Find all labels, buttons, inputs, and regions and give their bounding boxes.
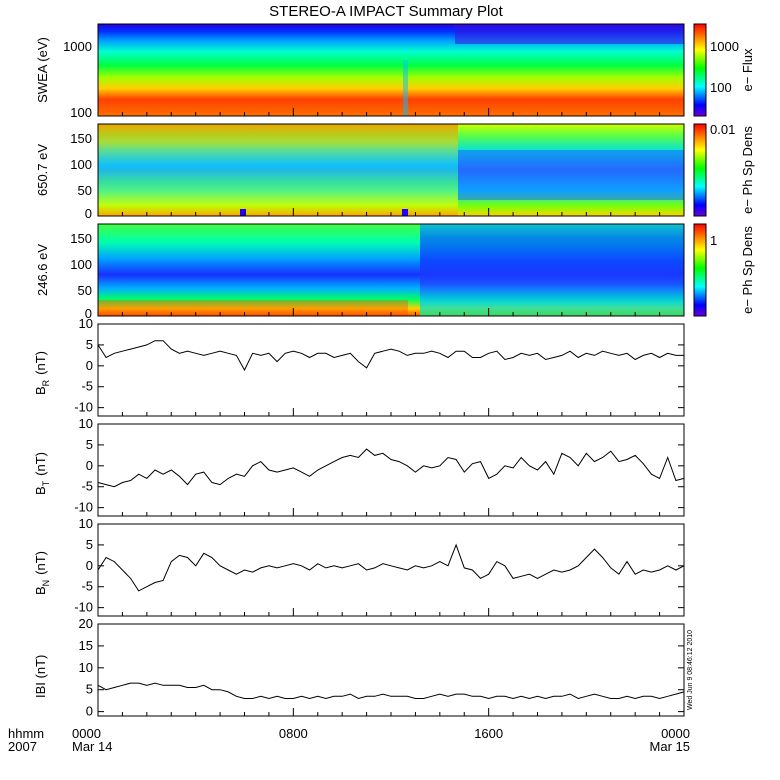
- xtick-label: Mar 14: [72, 739, 112, 754]
- creation-stamp: Wed Jun 9 08:46:12 2010: [687, 630, 694, 710]
- pad246-ytick-100: 100: [70, 257, 92, 272]
- bn-ylabel-unit: (nT): [33, 551, 48, 575]
- bt-ylabel-main: B: [33, 486, 48, 495]
- cbar-swea-tick-1000: 1000: [710, 39, 739, 54]
- pad246-right-region: [420, 224, 684, 316]
- pad650-yticks: 150 100 50 0: [70, 131, 92, 221]
- bt-ytick-label: 5: [86, 437, 93, 452]
- xtick-label: 0800: [279, 726, 308, 741]
- br-series-line: [97, 340, 684, 372]
- pad650-ylabel: 650.7 eV: [35, 144, 50, 196]
- pad246-yticks: 150 100 50 0: [70, 231, 92, 321]
- br-ylabel-sub: R: [41, 379, 51, 386]
- xaxis-corner-label-1: hhmm: [8, 726, 44, 741]
- colorbar-pad246: [693, 223, 707, 317]
- bn-ytick-label: -5: [81, 579, 93, 594]
- pad246-ylabel: 246.6 eV: [35, 244, 50, 296]
- panel-pad-650: [98, 124, 684, 216]
- panel-swea: [98, 24, 684, 116]
- pad650-gap-2: [402, 209, 408, 216]
- xtick-label: 0000: [661, 726, 690, 741]
- bn-ylabel-main: B: [33, 586, 48, 595]
- bn-ytick-label: 0: [86, 558, 93, 573]
- pad246-ytick-50: 50: [78, 283, 92, 298]
- pad650-ytick-150: 150: [70, 131, 92, 146]
- br-ytick-label: -10: [74, 400, 93, 415]
- swea-highE-dim: [455, 24, 684, 44]
- br-ylabel-unit: (nT): [33, 351, 48, 375]
- br-frame: [97, 323, 685, 417]
- swea-dropout: [403, 60, 408, 116]
- br-panel: 10 5 0 -5 -10: [74, 316, 685, 417]
- bt-ytick-label: 10: [79, 416, 93, 431]
- bt-ylabel-sub: T: [41, 480, 51, 486]
- br-ytick-label: 0: [86, 358, 93, 373]
- br-ylabel: BR (nT): [33, 351, 51, 395]
- pad650-right-region: [458, 150, 684, 200]
- bt-ytick-label: 0: [86, 458, 93, 473]
- bn-ytick-label: 5: [86, 537, 93, 552]
- panel-pad-246: [98, 224, 684, 316]
- br-ylabel-main: B: [33, 386, 48, 395]
- xtick-label: Mar 15: [650, 739, 690, 754]
- pad650-ytick-0: 0: [85, 206, 92, 221]
- bn-panel: 10 5 0 -5 -10: [74, 516, 685, 617]
- cbar-swea-label: e− Flux: [740, 48, 755, 91]
- colorbar-pad650: [693, 123, 707, 217]
- cbar-pad650-tick: 0.01: [710, 122, 735, 137]
- pad650-left-region: [98, 124, 458, 216]
- cbar-pad246-tick: 1: [710, 233, 717, 248]
- cbar-pad650-label: e− Ph Sp Dens: [740, 126, 755, 214]
- pad650-gap-1: [240, 209, 246, 216]
- bmag-ytick-label: 15: [79, 638, 93, 653]
- bt-ytick-label: -10: [74, 500, 93, 515]
- bt-panel: 10 5 0 -5 -10: [74, 416, 685, 517]
- bn-ytick-label: 10: [79, 516, 93, 531]
- bmag-frame: [97, 623, 685, 717]
- swea-ytick-100: 100: [70, 105, 92, 120]
- bmag-series-line: [97, 682, 685, 700]
- bt-ytick-label: -5: [81, 479, 93, 494]
- bn-ylabel: BN (nT): [33, 551, 51, 595]
- bmag-ylabel: IBI (nT): [33, 655, 48, 698]
- bn-ylabel-sub: N: [41, 580, 51, 587]
- bt-ylabel-unit: (nT): [33, 452, 48, 476]
- bmag-ytick-label: 0: [86, 704, 93, 719]
- bt-series-line: [97, 448, 685, 488]
- pad246-ytick-150: 150: [70, 231, 92, 246]
- pad650-ytick-100: 100: [70, 157, 92, 172]
- cbar-pad246-label: e− Ph Sp Dens: [740, 226, 755, 314]
- bmag-panel: 20 15 10 5 0: [79, 616, 685, 719]
- colorbar-swea: [693, 23, 707, 117]
- bn-frame: [97, 523, 685, 617]
- xtick-label: 0000: [72, 726, 101, 741]
- colorbars: 1000 100 0.01 1 e− Flux e− Ph Sp Dens e−…: [693, 23, 755, 317]
- xaxis-corner-label-2: 2007: [8, 739, 37, 754]
- figure-title: STEREO-A IMPACT Summary Plot: [269, 3, 503, 20]
- br-ytick-label: -5: [81, 379, 93, 394]
- bn-series-line: [97, 543, 685, 592]
- bt-frame: [97, 423, 685, 517]
- xtick-label: 1600: [474, 726, 503, 741]
- bmag-ytick-label: 20: [79, 616, 93, 631]
- swea-ytick-1000: 1000: [63, 39, 92, 54]
- pad246-bottom-band: [98, 300, 408, 316]
- spectrogram-panels: [98, 24, 684, 316]
- field-ylabels: BR(nT) BT(nT) BN(nT) IBI (nT): [33, 351, 51, 698]
- pad246-ytick-0: 0: [85, 306, 92, 321]
- bt-ylabel: BT (nT): [33, 452, 51, 495]
- bn-ytick-label: -10: [74, 600, 93, 615]
- br-ytick-label: 10: [79, 316, 93, 331]
- swea-ylabel: SWEA (eV): [35, 37, 50, 103]
- cbar-swea-tick-100: 100: [710, 80, 732, 95]
- bmag-ytick-label: 10: [79, 660, 93, 675]
- bmag-ytick-label: 5: [86, 682, 93, 697]
- pad650-ytick-50: 50: [78, 183, 92, 198]
- br-ytick-label: 5: [86, 337, 93, 352]
